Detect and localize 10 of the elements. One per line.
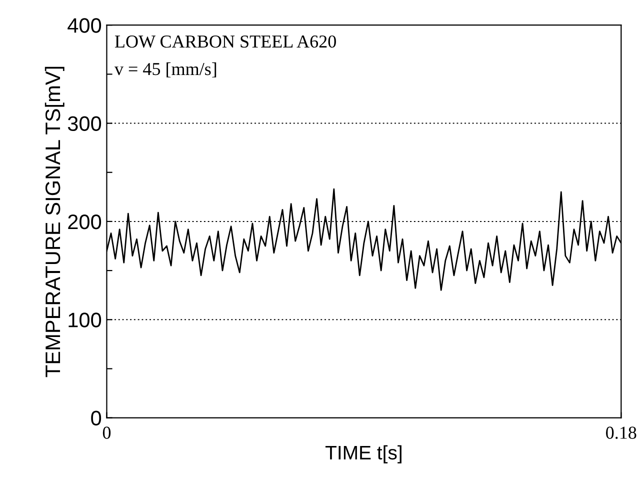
annotation: v = 45 [mm/s] (114, 62, 216, 78)
annotation: LOW CARBON STEEL A620 (114, 35, 336, 48)
y-tick-label: 100 (68, 312, 102, 328)
y-tick-label: 0 (91, 410, 102, 426)
y-tick-label: 200 (68, 214, 102, 230)
y-tick-label: 300 (68, 116, 102, 132)
y-tick-label: 400 (68, 18, 102, 33)
x-axis-title: TIME t[s] (325, 445, 402, 464)
x-tick-label: 0.18 (606, 426, 636, 439)
y-axis-title: TEMPERATURE SIGNAL TS[mV] (44, 66, 64, 378)
